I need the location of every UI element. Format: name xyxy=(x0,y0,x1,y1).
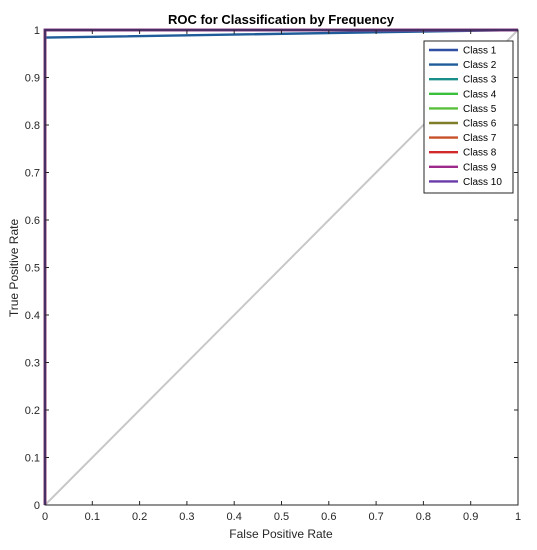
y-tick-label: 0.7 xyxy=(25,168,40,180)
y-tick-label: 0.5 xyxy=(25,263,40,275)
legend-label-class-7: Class 7 xyxy=(463,133,497,144)
y-tick-label: 0.4 xyxy=(25,310,40,322)
tick-layer: 0 0.1 0.2 0.3 0.4 0.5 0.6 0.7 0.8 0.9 1 0 0.1 0.2 0.3 0… xyxy=(25,25,521,523)
x-tick-label: 0.4 xyxy=(227,511,242,523)
legend-label-class-6: Class 6 xyxy=(463,119,497,130)
y-tick-label: 0.8 xyxy=(25,120,40,132)
y-tick-label: 0.2 xyxy=(25,405,40,417)
x-tick-label: 0.2 xyxy=(132,511,147,523)
legend: Class 1 Class 2 Class 3 Class 4 Class 5 Class… xyxy=(423,40,514,194)
legend-label-class-8: Class 8 xyxy=(463,148,497,159)
legend-label-class-10: Class 10 xyxy=(463,177,502,188)
legend-label-class-3: Class 3 xyxy=(463,75,497,86)
legend-label-class-2: Class 2 xyxy=(463,60,497,71)
x-tick-label: 0.7 xyxy=(368,511,383,523)
chart-title: ROC for Classification by Frequency xyxy=(168,12,395,27)
y-tick-label: 0.1 xyxy=(25,453,40,465)
y-tick-label: 0.9 xyxy=(25,73,40,85)
y-axis-label: True Positive Rate xyxy=(7,219,21,318)
x-axis-label: False Positive Rate xyxy=(229,527,333,541)
legend-label-class-1: Class 1 xyxy=(463,46,497,57)
x-tick-label: 0.6 xyxy=(321,511,336,523)
legend-label-class-9: Class 9 xyxy=(463,162,497,173)
x-tick-label: 0.1 xyxy=(85,511,100,523)
x-tick-label: 0 xyxy=(42,511,48,523)
y-tick-label: 0.6 xyxy=(25,215,40,227)
y-tick-label: 0.3 xyxy=(25,358,40,370)
x-tick-label: 0.3 xyxy=(179,511,194,523)
x-tick-label: 1 xyxy=(515,511,521,523)
y-tick-label: 0 xyxy=(34,500,40,512)
x-tick-label: 0.5 xyxy=(274,511,289,523)
legend-label-class-4: Class 4 xyxy=(463,89,497,100)
legend-label-class-5: Class 5 xyxy=(463,104,497,115)
x-tick-label: 0.9 xyxy=(463,511,478,523)
x-tick-label: 0.8 xyxy=(416,511,431,523)
y-tick-label: 1 xyxy=(34,25,40,37)
